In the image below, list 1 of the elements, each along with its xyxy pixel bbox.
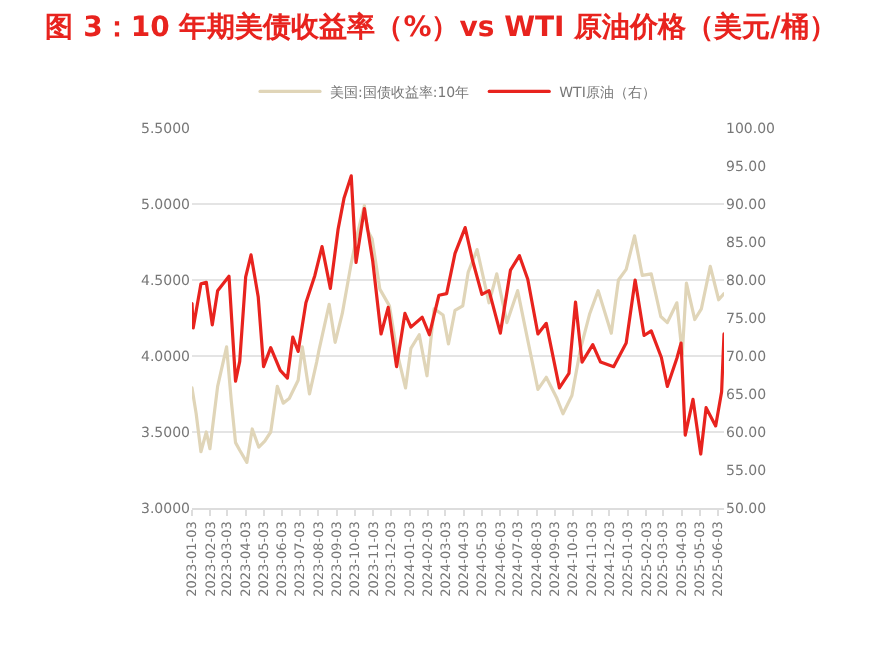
chart-title: 图 3：10 年期美债收益率（%）vs WTI 原油价格（美元/桶）	[45, 10, 837, 45]
